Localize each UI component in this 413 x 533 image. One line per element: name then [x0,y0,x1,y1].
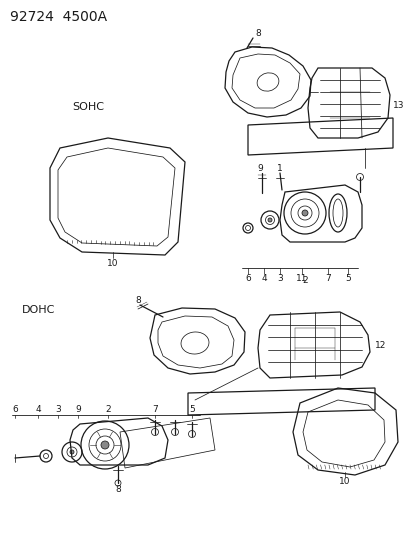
Text: 9: 9 [75,406,81,415]
Text: 8: 8 [254,28,260,37]
Ellipse shape [301,210,307,216]
Text: 8: 8 [135,295,140,304]
Text: 3: 3 [276,273,282,282]
Text: 7: 7 [324,273,330,282]
Ellipse shape [267,218,271,222]
Text: 3: 3 [55,406,61,415]
Text: 7: 7 [152,406,157,415]
Text: 11: 11 [296,273,307,282]
Ellipse shape [70,450,74,454]
Text: 92724  4500A: 92724 4500A [10,10,107,24]
Text: 4: 4 [261,273,266,282]
Text: 4: 4 [35,406,41,415]
Text: 10: 10 [107,259,119,268]
Text: 12: 12 [374,341,385,350]
Text: 6: 6 [244,273,250,282]
Text: SOHC: SOHC [72,102,104,112]
Text: 6: 6 [12,406,18,415]
Text: 10: 10 [338,478,350,487]
Text: 5: 5 [189,406,195,415]
Text: 2: 2 [301,276,307,285]
Text: DOHC: DOHC [22,305,55,315]
Text: 5: 5 [344,273,350,282]
Ellipse shape [101,441,109,449]
Text: 13: 13 [392,101,404,109]
Text: 2: 2 [105,406,111,415]
Text: 1: 1 [276,164,282,173]
Text: 8: 8 [115,486,121,495]
Text: 9: 9 [256,164,262,173]
